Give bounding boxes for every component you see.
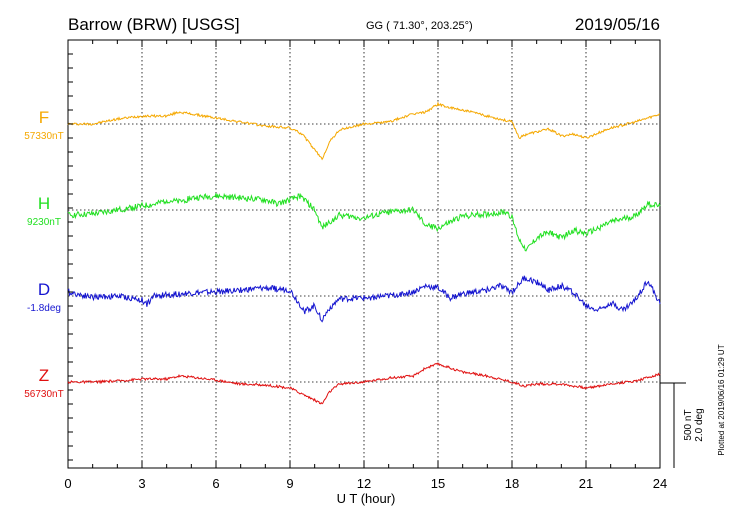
x-axis-label: U T (hour) <box>337 491 396 506</box>
series-labels: F 57330nT H 9230nT D -1.8deg Z 56730nT <box>24 108 63 400</box>
series-group <box>67 101 661 405</box>
x-tick-label: 12 <box>357 476 371 491</box>
grid-lines <box>141 40 587 468</box>
series-line-H <box>67 192 661 252</box>
x-tick-label: 21 <box>579 476 593 491</box>
series-line-F <box>67 101 661 161</box>
series-baseline-H: 9230nT <box>27 217 61 228</box>
x-tick-label: 24 <box>653 476 667 491</box>
series-name-Z: Z <box>39 366 49 385</box>
x-tick-label: 18 <box>505 476 519 491</box>
x-axis-ticks: 0 3 6 9 12 15 18 21 24 <box>64 40 667 491</box>
x-tick-label: 15 <box>431 476 445 491</box>
series-baseline-D: -1.8deg <box>27 303 61 314</box>
x-tick-label: 0 <box>64 476 71 491</box>
series-line-D <box>67 275 661 323</box>
series-baseline-Z: 56730nT <box>24 389 63 400</box>
series-baseline-F: 57330nT <box>24 131 63 142</box>
plotted-note: Plotted at 2019/06/16 01:29 UT <box>717 344 726 455</box>
x-tick-label: 9 <box>286 476 293 491</box>
scale-bar: 500 nT 2.0 deg <box>660 382 705 468</box>
x-tick-label: 3 <box>138 476 145 491</box>
series-name-F: F <box>39 108 49 127</box>
station-title: Barrow (BRW) [USGS] <box>68 15 240 34</box>
scale-nt: 500 nT <box>683 409 694 440</box>
series-name-H: H <box>38 194 50 213</box>
date-label: 2019/05/16 <box>575 15 660 34</box>
series-line-Z <box>67 362 661 405</box>
geo-coords: GG ( 71.30°, 203.25°) <box>366 20 473 32</box>
x-tick-label: 6 <box>212 476 219 491</box>
scale-deg: 2.0 deg <box>694 408 705 441</box>
series-name-D: D <box>38 280 50 299</box>
